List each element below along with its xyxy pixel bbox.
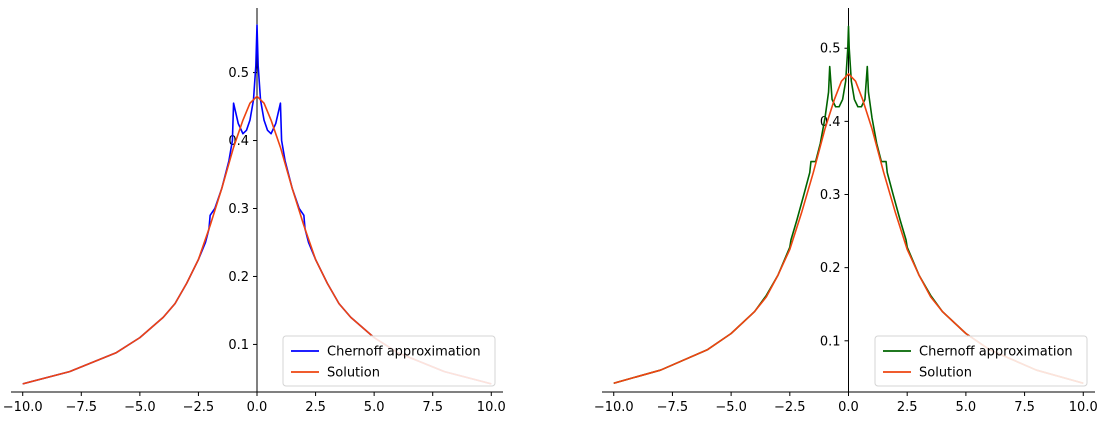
legend-box <box>282 335 496 387</box>
x-tick-label: 10.0 <box>477 400 506 415</box>
y-tick-label: 0.1 <box>228 338 249 353</box>
legend: Chernoff approximation Solution <box>282 335 496 387</box>
y-tick-label: 0.3 <box>820 188 841 203</box>
x-tick-label: −5.0 <box>715 400 747 415</box>
x-tick-label: 5.0 <box>364 400 385 415</box>
x-tick-label: 2.5 <box>897 400 918 415</box>
x-tick-label: −2.5 <box>774 400 806 415</box>
x-tick-label: 7.5 <box>1014 400 1035 415</box>
x-tick-label: −2.5 <box>183 400 215 415</box>
right-chart: −10.0 −7.5 −5.0 −2.5 0.0 2.5 5.0 7.5 10.0 0.1 0.2 0… <box>594 8 1098 415</box>
series-line-solution <box>22 95 492 385</box>
y-tick-label: 0.2 <box>228 270 249 285</box>
series-line-chernoff <box>613 25 1084 384</box>
x-tick-label: −10.0 <box>594 400 634 415</box>
y-tick-label: 0.2 <box>820 261 841 276</box>
y-tick-label: 0.1 <box>820 334 841 349</box>
legend-entry: Solution <box>919 366 972 381</box>
y-tick-label: 0.5 <box>820 42 841 57</box>
legend-entry: Solution <box>327 366 380 381</box>
x-tick-label: 2.5 <box>305 400 326 415</box>
legend-entry: Chernoff approximation <box>327 345 481 360</box>
x-tick-label: 5.0 <box>956 400 977 415</box>
x-tick-label: 0.0 <box>247 400 268 415</box>
y-tick-label: 0.5 <box>228 66 249 81</box>
x-tick-label: −7.5 <box>65 400 97 415</box>
legend-box <box>874 335 1088 387</box>
legend: Chernoff approximation Solution <box>874 335 1088 387</box>
x-tick-label: 7.5 <box>422 400 443 415</box>
left-chart: −10.0 −7.5 −5.0 −2.5 0.0 2.5 5.0 7.5 10.0 0.1 0.2 0… <box>3 8 506 415</box>
x-tick-label: −7.5 <box>657 400 689 415</box>
legend-entry: Chernoff approximation <box>919 345 1073 360</box>
y-tick-label: 0.3 <box>228 202 249 217</box>
x-tick-label: 10.0 <box>1069 400 1098 415</box>
x-tick-label: 0.0 <box>838 400 859 415</box>
series-line-solution <box>613 73 1084 384</box>
x-tick-label: −5.0 <box>124 400 156 415</box>
x-tick-label: −10.0 <box>3 400 43 415</box>
